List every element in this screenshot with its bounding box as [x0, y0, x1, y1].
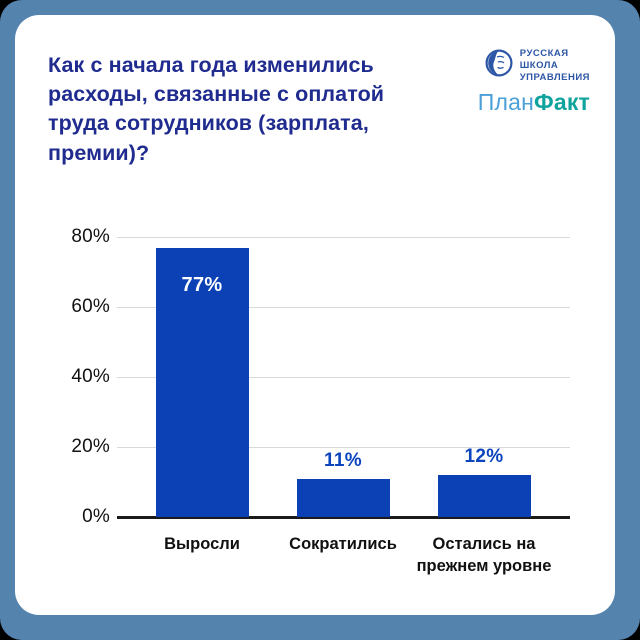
y-tick-label: 60% — [71, 296, 110, 317]
gridline — [117, 237, 570, 238]
gridline — [117, 377, 570, 378]
infographic-card: Как с начала года изменились расходы, св… — [15, 15, 615, 615]
y-tick-label: 0% — [82, 506, 110, 527]
bar-value-label: 12% — [464, 446, 504, 467]
rsu-globe-icon — [485, 49, 513, 82]
bar-value-label: 77% — [181, 273, 223, 296]
bar-value-label: 11% — [324, 449, 362, 471]
bar-2 — [437, 475, 531, 517]
x-axis-line — [117, 516, 570, 519]
bar-1 — [296, 478, 390, 517]
y-tick-label: 20% — [71, 436, 110, 457]
gridline — [117, 447, 570, 448]
page-title: Как с начала года изменились расходы, св… — [48, 53, 385, 165]
x-category-label: Остались на прежнем уровне — [416, 535, 552, 576]
planfact-fakt-text: Факт — [534, 89, 590, 115]
y-axis-labels: 80% 60% 40% 20% 0% — [45, 226, 110, 527]
bar-0: 77% — [155, 247, 249, 517]
bar-chart-plot: 77% Выросли 11% Сократились 12% Остались на п… — [117, 237, 570, 575]
gridline — [117, 307, 570, 308]
planfact-logo: ПланФакт — [478, 89, 590, 116]
y-tick-label: 80% — [71, 226, 110, 247]
rsu-logo: РУССКАЯ ШКОЛА УПРАВЛЕНИЯ — [485, 48, 590, 84]
x-category-label: Сократились — [289, 535, 397, 553]
y-tick-label: 40% — [71, 366, 110, 387]
rsu-logo-text: РУССКАЯ ШКОЛА УПРАВЛЕНИЯ — [519, 48, 590, 83]
planfact-plan-text: План — [477, 89, 534, 115]
x-category-label: Выросли — [164, 535, 240, 553]
